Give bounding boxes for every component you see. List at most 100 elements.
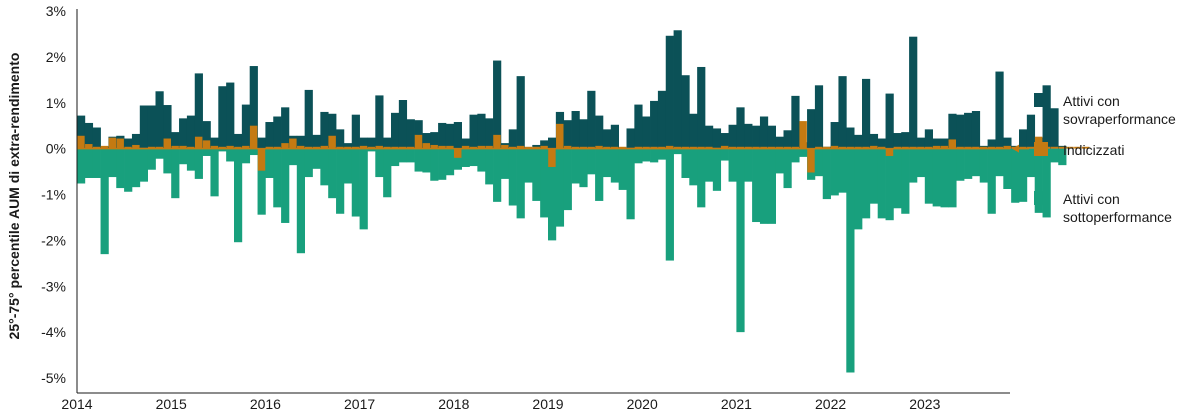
bar bbox=[414, 134, 423, 149]
bar bbox=[508, 148, 517, 206]
bar bbox=[406, 146, 415, 149]
bar bbox=[548, 148, 557, 241]
bar bbox=[304, 89, 313, 149]
bar bbox=[367, 148, 376, 152]
bar bbox=[791, 146, 800, 149]
bar bbox=[257, 148, 266, 215]
bar bbox=[838, 76, 847, 149]
bar bbox=[414, 148, 423, 172]
bar bbox=[587, 146, 595, 149]
bar bbox=[681, 148, 690, 178]
bar bbox=[555, 148, 565, 227]
bar bbox=[461, 145, 470, 149]
bar bbox=[783, 148, 792, 189]
bar bbox=[665, 148, 674, 261]
legend-label-indexed: Indicizzati bbox=[1063, 142, 1125, 158]
bar bbox=[132, 144, 140, 149]
bar bbox=[673, 30, 682, 149]
bar bbox=[712, 148, 722, 191]
y-tick-label: 2% bbox=[46, 49, 66, 65]
bar bbox=[92, 146, 101, 149]
bar bbox=[838, 148, 847, 193]
y-tick-label: -3% bbox=[41, 278, 66, 294]
bar bbox=[972, 146, 980, 149]
bar bbox=[375, 95, 384, 149]
bar bbox=[171, 148, 180, 199]
bar bbox=[971, 111, 981, 149]
bar bbox=[454, 148, 462, 158]
bar bbox=[885, 148, 894, 221]
bar bbox=[343, 143, 353, 149]
bar bbox=[281, 148, 290, 223]
bar bbox=[147, 148, 156, 170]
bar bbox=[186, 148, 196, 171]
bar bbox=[987, 139, 996, 149]
bar bbox=[885, 93, 894, 149]
bar bbox=[822, 146, 831, 149]
bar bbox=[273, 148, 282, 208]
bar bbox=[556, 123, 564, 149]
bar bbox=[453, 122, 462, 149]
bar bbox=[297, 145, 305, 149]
bar bbox=[398, 148, 408, 163]
bar bbox=[759, 116, 769, 149]
bar bbox=[705, 148, 714, 182]
bar bbox=[822, 148, 831, 200]
bar bbox=[783, 146, 792, 149]
bar bbox=[728, 146, 737, 149]
bar bbox=[265, 148, 274, 178]
y-axis: 3% 2% 1% 0% -1% -2% -3% -4% -5% bbox=[41, 3, 66, 386]
bar bbox=[383, 148, 392, 198]
bar bbox=[391, 112, 400, 149]
bar bbox=[720, 148, 729, 161]
bar bbox=[846, 146, 854, 149]
bar bbox=[602, 148, 612, 178]
y-axis-title: 25°-75° percentile AUM di extra-rendimen… bbox=[6, 53, 22, 340]
bar bbox=[909, 148, 918, 183]
bar bbox=[296, 148, 305, 254]
bar bbox=[956, 114, 965, 149]
bar bbox=[579, 119, 588, 149]
bar bbox=[1019, 129, 1028, 149]
bar bbox=[689, 113, 698, 149]
bar bbox=[202, 140, 211, 149]
bar bbox=[1074, 146, 1082, 149]
bar bbox=[807, 109, 816, 149]
bar bbox=[367, 146, 376, 149]
bar bbox=[603, 146, 611, 149]
bar bbox=[665, 35, 674, 149]
x-tick-label: 2015 bbox=[156, 396, 187, 412]
legend-swatch-underperform bbox=[1034, 191, 1048, 205]
bar bbox=[799, 121, 807, 149]
bar bbox=[1027, 146, 1035, 149]
bar bbox=[870, 145, 878, 149]
bar bbox=[438, 122, 447, 149]
bar bbox=[964, 146, 972, 149]
bar bbox=[485, 118, 494, 149]
bar bbox=[932, 138, 941, 149]
bar bbox=[532, 144, 541, 149]
bar bbox=[351, 148, 360, 217]
bar bbox=[925, 146, 933, 149]
bar bbox=[124, 146, 132, 149]
bar bbox=[391, 146, 399, 149]
bar bbox=[964, 148, 973, 179]
bar bbox=[775, 148, 784, 174]
bar bbox=[375, 145, 383, 149]
bar bbox=[1066, 146, 1074, 149]
bar bbox=[399, 146, 407, 149]
bar bbox=[1058, 148, 1067, 166]
bar bbox=[210, 145, 219, 149]
bar bbox=[77, 115, 86, 149]
bar bbox=[508, 129, 517, 149]
bar bbox=[304, 146, 313, 149]
bar bbox=[485, 145, 493, 149]
bar bbox=[469, 114, 478, 149]
bar bbox=[508, 146, 517, 149]
bar bbox=[744, 123, 753, 149]
bar bbox=[869, 133, 879, 149]
bar bbox=[147, 105, 156, 149]
x-tick-label: 2016 bbox=[250, 396, 281, 412]
bar bbox=[610, 124, 619, 149]
bar bbox=[422, 143, 431, 149]
